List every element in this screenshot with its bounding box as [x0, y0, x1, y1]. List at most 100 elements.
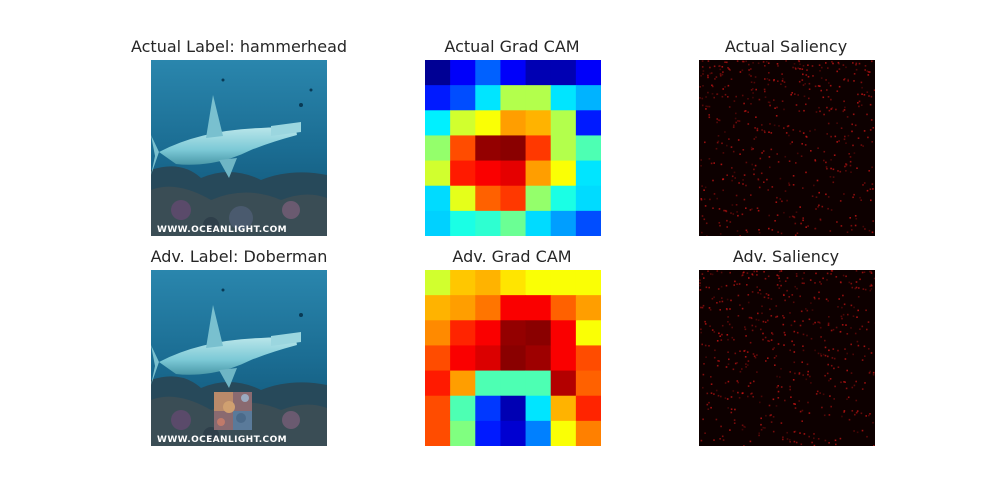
- adv-saliency-speck: [703, 277, 705, 279]
- actual-saliency-speck: [717, 119, 720, 121]
- actual-saliency-speck: [729, 69, 731, 71]
- adv-saliency-speck: [764, 277, 767, 280]
- adv-saliency-speck: [794, 285, 796, 288]
- adv-saliency-speck: [786, 438, 789, 440]
- adv-saliency-speck: [756, 270, 758, 273]
- adv-saliency-speck: [793, 344, 795, 346]
- actual-saliency-speck: [768, 131, 770, 133]
- actual-saliency-speck: [751, 163, 753, 166]
- actual-saliency-speck: [717, 140, 720, 143]
- adv-saliency-speck: [798, 400, 800, 402]
- adv-gradcam-cell: [425, 295, 451, 321]
- adv-gradcam-cell: [500, 420, 527, 446]
- adv-gradcam-cell: [450, 420, 476, 446]
- actual-saliency-speck: [777, 65, 779, 67]
- actual-saliency-speck: [836, 221, 838, 223]
- adv-saliency-speck: [763, 271, 765, 273]
- actual-saliency-speck: [845, 163, 848, 166]
- adv-saliency-speck: [848, 281, 851, 284]
- adv-saliency-speck: [782, 315, 784, 317]
- adv-saliency-speck: [725, 366, 728, 368]
- actual-gradcam-cell: [500, 160, 527, 187]
- adv-saliency-speck: [853, 306, 855, 309]
- adv-saliency-speck: [833, 398, 835, 400]
- adv-saliency-speck: [734, 280, 736, 283]
- adv-saliency-speck: [793, 330, 796, 333]
- adv-saliency-speck: [793, 431, 796, 433]
- adv-saliency-speck: [700, 439, 703, 442]
- adv-saliency-speck: [799, 295, 801, 298]
- actual-saliency-speck: [825, 161, 827, 164]
- actual-saliency-speck: [838, 85, 841, 88]
- actual-saliency-speck: [711, 84, 713, 87]
- adv-saliency-speck: [869, 289, 872, 292]
- adv-saliency-speck: [747, 364, 749, 366]
- actual-saliency-speck: [818, 64, 821, 66]
- actual-saliency-speck: [868, 229, 871, 232]
- adv-saliency-speck: [748, 277, 750, 279]
- adv-saliency-speck: [770, 339, 773, 341]
- actual-saliency-speck: [871, 141, 873, 143]
- adv-saliency-speck: [868, 372, 871, 374]
- actual-saliency-speck: [746, 231, 749, 233]
- adv-saliency-speck: [763, 296, 766, 299]
- adv-saliency-speck: [760, 417, 762, 420]
- adv-saliency-speck: [844, 348, 846, 350]
- actual-saliency-speck: [736, 211, 738, 213]
- actual-saliency-speck: [754, 164, 757, 167]
- actual-saliency-speck: [776, 153, 778, 155]
- actual-saliency-speck: [761, 152, 763, 154]
- adv-saliency-speck: [709, 325, 711, 327]
- adv-saliency-speck: [734, 408, 736, 411]
- actual-saliency-speck: [732, 150, 735, 153]
- actual-saliency-speck: [847, 80, 849, 82]
- adv-saliency-speck: [857, 309, 859, 312]
- actual-saliency-speck: [702, 70, 705, 72]
- actual-gradcam-title: Actual Grad CAM: [444, 37, 580, 56]
- actual-gradcam-cell: [425, 60, 451, 86]
- adv-saliency-speck: [843, 410, 846, 412]
- actual-saliency-speck: [829, 230, 832, 232]
- adv-gradcam-cell: [550, 420, 577, 446]
- adv-gradcam-heatmap: [425, 270, 601, 446]
- actual-saliency-speck: [846, 231, 849, 233]
- actual-saliency-speck: [861, 86, 863, 89]
- actual-saliency-speck: [774, 107, 776, 109]
- actual-saliency-speck: [860, 199, 862, 201]
- adv-saliency-speck: [841, 306, 843, 309]
- actual-saliency-speck: [713, 162, 715, 164]
- actual-saliency-speck: [852, 113, 855, 116]
- adv-saliency-speck: [745, 366, 747, 368]
- adv-saliency-speck: [775, 355, 778, 357]
- actual-saliency-speck: [719, 68, 722, 71]
- actual-saliency-speck: [707, 91, 709, 94]
- adv-saliency-speck: [845, 275, 847, 278]
- actual-saliency-speck: [800, 222, 802, 225]
- adv-saliency-speck: [843, 381, 845, 383]
- actual-saliency-speck: [742, 179, 744, 181]
- adv-saliency-speck: [776, 284, 779, 286]
- adv-saliency-speck: [710, 392, 713, 394]
- adv-gradcam-grid: [425, 270, 601, 446]
- adv-saliency-speck: [782, 323, 785, 326]
- adv-saliency-speck: [820, 353, 822, 355]
- actual-saliency-speck: [847, 134, 850, 137]
- actual-saliency-speck: [786, 199, 788, 202]
- adv-saliency-speck: [820, 355, 823, 357]
- actual-saliency-speck: [830, 159, 832, 161]
- actual-saliency-speck: [845, 164, 848, 167]
- adv-saliency-speck: [810, 337, 813, 340]
- adv-saliency-speck: [850, 282, 853, 285]
- adv-saliency-speck: [751, 324, 754, 327]
- adv-saliency-speck: [843, 303, 846, 306]
- adv-saliency-speck: [827, 363, 829, 366]
- actual-saliency-speck: [789, 143, 792, 145]
- actual-gradcam-cell: [575, 110, 601, 136]
- adv-saliency-speck: [715, 389, 718, 392]
- actual-saliency-speck: [858, 100, 861, 103]
- adv-saliency-speck: [752, 353, 755, 355]
- actual-gradcam-cell: [575, 60, 601, 86]
- actual-saliency-speck: [710, 72, 713, 74]
- actual-saliency-speck: [716, 121, 718, 124]
- adv-saliency-speck: [838, 298, 840, 300]
